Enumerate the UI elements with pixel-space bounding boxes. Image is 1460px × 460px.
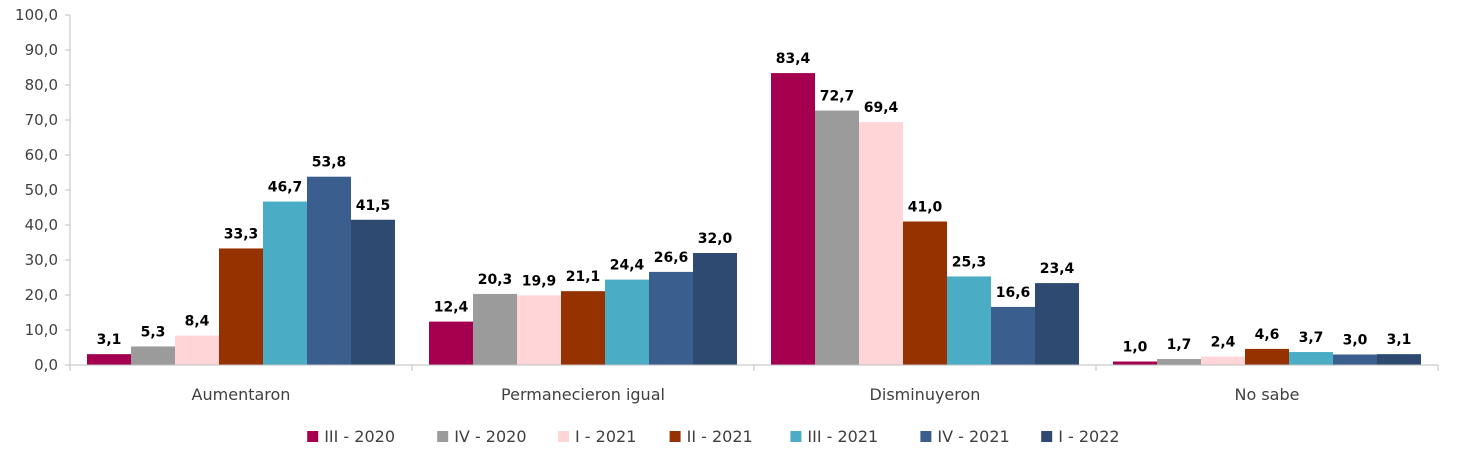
y-tick-label: 20,0 — [25, 286, 58, 304]
bar — [175, 335, 219, 365]
data-label: 23,4 — [1040, 261, 1075, 277]
bar — [1289, 352, 1333, 365]
legend: III - 2020 IV - 2020 I - 2021 II - 2021 III … — [307, 427, 1120, 446]
bar — [517, 295, 561, 365]
data-label: 72,7 — [820, 89, 855, 105]
bar — [771, 73, 815, 365]
data-label: 12,4 — [434, 300, 469, 316]
x-axis: Aumentaron Permanecieron igual Disminuyero… — [69, 364, 1439, 404]
data-label: 1,0 — [1123, 340, 1148, 356]
y-tick-label: 0,0 — [34, 356, 58, 374]
y-tick-label: 10,0 — [25, 321, 58, 339]
data-label: 32,0 — [698, 231, 733, 247]
y-tick-label: 100,0 — [15, 6, 58, 24]
data-label: 4,6 — [1255, 327, 1280, 343]
bar — [1035, 283, 1079, 365]
bar — [1245, 348, 1289, 365]
bar — [219, 248, 263, 365]
data-label: 3,7 — [1299, 330, 1324, 346]
bar — [473, 293, 517, 365]
legend-swatch — [920, 431, 932, 442]
data-label: 46,7 — [268, 180, 303, 196]
category-label: Permanecieron igual — [501, 385, 665, 404]
data-label: 21,1 — [566, 269, 601, 285]
bar — [1377, 354, 1421, 365]
data-label: 5,3 — [141, 324, 166, 340]
bar — [693, 253, 737, 365]
y-tick-label: 40,0 — [25, 216, 58, 234]
bar — [649, 271, 693, 365]
category-label: No sabe — [1235, 385, 1300, 404]
category-label: Disminuyeron — [870, 385, 981, 404]
legend-swatch — [1041, 431, 1053, 442]
bar — [263, 201, 307, 365]
data-label: 41,0 — [908, 200, 943, 216]
data-label: 3,0 — [1343, 333, 1368, 349]
y-tick-label: 90,0 — [25, 41, 58, 59]
bar-groups — [87, 73, 1421, 365]
legend-label: III - 2020 — [324, 427, 395, 446]
bar — [131, 346, 175, 365]
y-axis: 0,0 10,0 20,0 30,0 40,0 50,0 60,0 70,0 80,0 90,0 1… — [15, 6, 71, 374]
data-label: 16,6 — [996, 285, 1031, 301]
data-label: 33,3 — [224, 226, 259, 242]
data-label: 69,4 — [864, 100, 899, 116]
bar — [307, 176, 351, 365]
legend-swatch — [437, 431, 449, 442]
bar — [815, 110, 859, 365]
category-label: Aumentaron — [192, 385, 291, 404]
legend-label: III - 2021 — [807, 427, 878, 446]
data-label: 25,3 — [952, 254, 987, 270]
bar — [903, 221, 947, 365]
legend-swatch — [669, 431, 681, 442]
legend-swatch — [558, 431, 569, 442]
data-label: 19,9 — [522, 273, 557, 289]
bar — [561, 291, 605, 365]
legend-swatch — [307, 431, 319, 442]
data-label: 2,4 — [1211, 335, 1236, 351]
y-tick-label: 30,0 — [25, 251, 58, 269]
bar — [991, 306, 1035, 365]
data-label: 3,1 — [97, 332, 122, 348]
data-label: 3,1 — [1387, 332, 1412, 348]
bar — [1201, 356, 1245, 365]
bar — [429, 321, 473, 365]
legend-label: I - 2021 — [575, 427, 636, 446]
legend-label: II - 2021 — [687, 427, 753, 446]
legend-label: IV - 2021 — [937, 427, 1009, 446]
legend-swatch — [790, 431, 802, 442]
data-label: 8,4 — [185, 314, 210, 330]
data-label: 41,5 — [356, 198, 391, 214]
bar — [605, 279, 649, 365]
bar — [947, 276, 991, 365]
data-label: 83,4 — [776, 51, 811, 67]
y-tick-label: 60,0 — [25, 146, 58, 164]
data-labels: 3,1 5,3 8,4 33,3 46,7 53,8 41,5 12,4 20,3 19,9 21,… — [97, 51, 1412, 355]
data-label: 1,7 — [1167, 337, 1192, 353]
data-label: 53,8 — [312, 155, 347, 171]
bar — [1113, 361, 1157, 365]
bar — [1157, 359, 1201, 365]
y-tick-label: 80,0 — [25, 76, 58, 94]
data-label: 26,6 — [654, 250, 689, 266]
data-label: 24,4 — [610, 258, 645, 274]
legend-label: I - 2022 — [1058, 427, 1119, 446]
data-label: 20,3 — [478, 272, 513, 288]
bar — [1333, 354, 1377, 365]
bar — [87, 354, 131, 365]
legend-label: IV - 2020 — [454, 427, 526, 446]
bar — [351, 219, 395, 365]
y-tick-label: 70,0 — [25, 111, 58, 129]
bar — [859, 122, 903, 365]
y-tick-label: 50,0 — [25, 181, 58, 199]
